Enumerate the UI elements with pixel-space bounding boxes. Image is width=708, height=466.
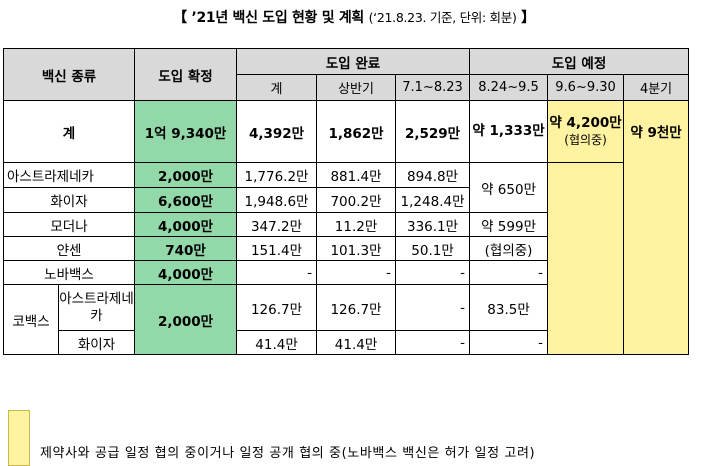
covax-az-aug: 83.5만 — [469, 284, 549, 331]
row-h1-moderna: 11.2만 — [316, 212, 397, 237]
header-completed-total: 계 — [236, 74, 318, 101]
row-name-az: 아스트라제네카 — [2, 162, 136, 188]
header-jul-aug: 7.1~8.23 — [395, 74, 471, 101]
title-main: 【 ’21년 백신 도입 현황 및 계획 — [173, 10, 365, 26]
covax-pfizer-name: 화이자 — [57, 330, 136, 355]
total-first-half: 1,862만 — [316, 100, 397, 163]
page-title: 【 ’21년 백신 도입 현황 및 계획 (‘21.8.23. 기준, 단위: … — [0, 7, 708, 27]
total-sep-note: (협의중) — [564, 132, 607, 147]
covax-label: 코백스 — [3, 284, 59, 355]
row-name-pfizer: 화이자 — [2, 187, 136, 213]
row-aug-az-pfizer: 약 650만 — [469, 162, 549, 213]
title-close: 】 — [521, 10, 535, 26]
row-total-moderna: 347.2만 — [236, 212, 318, 237]
row-h1-az: 881.4만 — [316, 162, 397, 188]
total-aug-sep: 약 1,333만 — [469, 100, 549, 163]
row-confirmed-moderna: 4,000만 — [134, 212, 238, 237]
row-h1-janssen: 101.3만 — [316, 236, 397, 261]
row-confirmed-janssen: 740만 — [134, 236, 238, 261]
total-jul-aug: 2,529만 — [395, 100, 471, 163]
header-confirmed: 도입 확정 — [134, 48, 238, 101]
row-confirmed-pfizer: 6,600만 — [134, 187, 238, 213]
row-name-moderna: 모더나 — [2, 212, 136, 237]
covax-az-h1: 126.7만 — [316, 284, 397, 331]
header-first-half: 상반기 — [316, 74, 397, 101]
header-sep: 9.6~9.30 — [547, 74, 625, 101]
row-h1-novavax: - — [316, 260, 397, 285]
sep-pending-block — [547, 162, 625, 355]
row-aug-moderna: 약 599만 — [469, 212, 549, 237]
covax-pfizer-aug: - — [469, 330, 549, 355]
row-jul-pfizer: 1,248.4만 — [395, 187, 471, 213]
row-total-pfizer: 1,948.6만 — [236, 187, 318, 213]
legend-text: 제약사와 공급 일정 협의 중이거나 일정 공개 협의 중(노바백스 백신은 허… — [40, 446, 536, 461]
covax-pfizer-h1: 41.4만 — [316, 330, 397, 355]
header-planned: 도입 예정 — [469, 48, 690, 75]
total-sep-value: 약 4,200만 — [549, 114, 622, 131]
covax-pfizer-total: 41.4만 — [236, 330, 318, 355]
total-q4: 약 9천만 — [623, 100, 690, 355]
covax-pfizer-jul: - — [395, 330, 471, 355]
row-aug-janssen: (협의중) — [469, 236, 549, 261]
row-h1-pfizer: 700.2만 — [316, 187, 397, 213]
header-vaccine-type: 백신 종류 — [2, 48, 136, 101]
covax-az-jul: - — [395, 284, 471, 331]
total-confirmed: 1억 9,340만 — [134, 100, 238, 163]
vaccine-table: 백신 종류 도입 확정 도입 완료 도입 예정 계 상반기 7.1~8.23 8… — [2, 48, 690, 355]
row-name-novavax: 노바백스 — [2, 260, 136, 285]
row-confirmed-az: 2,000만 — [134, 162, 238, 188]
row-jul-moderna: 336.1만 — [395, 212, 471, 237]
covax-az-name: 아스트라제네카 — [57, 284, 136, 331]
title-sub: (‘21.8.23. 기준, 단위: 회분) — [368, 10, 517, 25]
row-jul-az: 894.8만 — [395, 162, 471, 188]
total-row-label: 계 — [2, 100, 136, 163]
header-aug-sep: 8.24~9.5 — [469, 74, 549, 101]
row-confirmed-novavax: 4,000만 — [134, 260, 238, 285]
header-completed: 도입 완료 — [236, 48, 471, 75]
total-completed: 4,392만 — [236, 100, 318, 163]
row-aug-novavax: - — [469, 260, 549, 285]
row-total-az: 1,776.2만 — [236, 162, 318, 188]
row-total-novavax: - — [236, 260, 318, 285]
covax-az-total: 126.7만 — [236, 284, 318, 331]
header-q4: 4분기 — [623, 74, 690, 101]
row-jul-novavax: - — [395, 260, 471, 285]
row-name-janssen: 얀센 — [2, 236, 136, 261]
total-sep: 약 4,200만 (협의중) — [547, 100, 625, 163]
covax-confirmed: 2,000만 — [134, 284, 238, 355]
row-total-janssen: 151.4만 — [236, 236, 318, 261]
legend-swatch — [8, 410, 30, 466]
row-jul-janssen: 50.1만 — [395, 236, 471, 261]
